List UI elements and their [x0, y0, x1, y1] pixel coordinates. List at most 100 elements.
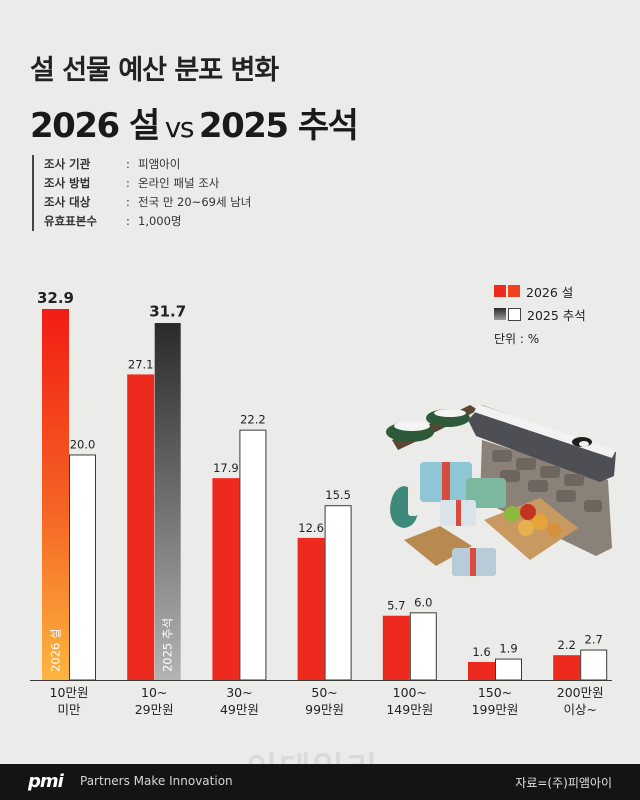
roof-tiles-icon: [468, 405, 616, 482]
inbar-label-2025: 2025 추석: [161, 618, 175, 672]
survey-key: 조사 대상: [44, 195, 91, 209]
survey-row: 조사 방법: 온라인 패널 조사: [44, 174, 251, 193]
category-label: 이상~: [563, 702, 596, 717]
category-label: 100~: [393, 685, 427, 700]
page-subtitle: 2026 설 vs 2025 추석: [30, 98, 359, 147]
snow-icon: [434, 409, 466, 417]
bar-2026: [42, 309, 69, 680]
survey-colon: :: [126, 214, 130, 228]
stone-wall-icon: [480, 440, 612, 556]
bar-2025: [69, 454, 96, 681]
survey-key: 조사 기관: [44, 157, 91, 171]
snow-icon: [394, 421, 430, 431]
gift-ribbon-icon: [456, 500, 461, 526]
category-label: 10만원: [50, 685, 89, 700]
subtitle-right: 2025 추석: [198, 106, 359, 146]
survey-colon: :: [126, 176, 130, 190]
legend-swatch-gray: [494, 308, 506, 320]
value-label-2025: 6.0: [414, 595, 432, 609]
value-label-2026: 27.1: [128, 357, 154, 371]
value-label-2026: 1.6: [472, 645, 490, 659]
bar-2025: [409, 612, 437, 681]
survey-key: 조사 방법: [44, 176, 91, 190]
value-label-2026: 32.9: [37, 289, 74, 307]
bar-2026: [127, 374, 155, 680]
bar-2026: [212, 478, 240, 680]
bar-2025: [580, 649, 608, 681]
bar-2025: [239, 429, 267, 681]
chart-legend: 2026 설 2025 추석: [494, 281, 586, 327]
survey-value: 1,000명: [138, 214, 182, 228]
bar-2025: [495, 658, 522, 681]
survey-row: 유효표본수:1,000명: [44, 212, 251, 231]
subtitle-left: 2026 설: [30, 106, 160, 146]
value-label-2026: 5.7: [387, 599, 405, 613]
tray-icon: [404, 526, 472, 566]
category-label: 30~: [226, 685, 252, 700]
legend-label-2026: 2026 설: [526, 284, 574, 300]
category-label: 미만: [57, 702, 81, 717]
gift-ribbon-icon: [470, 548, 476, 576]
survey-value: 전국 만 20~69세 남녀: [138, 195, 252, 209]
category-label: 29만원: [135, 702, 174, 717]
legend-label-2025: 2025 추석: [527, 307, 586, 323]
wall-stones-icon: [492, 450, 602, 512]
value-label-2025: 22.2: [240, 413, 266, 427]
category-label: 10~: [141, 685, 167, 700]
survey-colon: :: [126, 157, 130, 171]
survey-colon: :: [126, 195, 130, 209]
category-label: 200만원: [557, 685, 604, 700]
value-label-2026: 17.9: [213, 461, 239, 475]
category-label: 150~: [478, 685, 512, 700]
bar-2026: [468, 661, 495, 680]
fruit-icon: [504, 506, 520, 522]
category-label: 199만원: [472, 702, 519, 717]
survey-value: 온라인 패널 조사: [138, 176, 220, 190]
page-title: 설 선물 예산 분포 변화: [30, 55, 279, 86]
footer-bar: pmi Partners Make Innovation 자료=(주)피앰아이: [0, 764, 640, 800]
fruit-icon: [532, 514, 548, 530]
legend-swatch-red: [494, 285, 506, 297]
value-label-2025: 15.5: [325, 488, 351, 502]
legend-item-2026: 2026 설: [494, 281, 586, 301]
unit-label: 단위 : %: [494, 332, 540, 346]
survey-key: 유효표본수: [44, 214, 97, 228]
value-label-2025: 2.7: [585, 633, 603, 647]
bar-2026: [553, 655, 581, 680]
survey-row: 조사 기관: 피앰아이: [44, 155, 251, 174]
fruit-icon: [547, 523, 561, 537]
legend-swatch-white: [508, 307, 521, 321]
legend-item-2025: 2025 추석: [494, 304, 586, 324]
bottle-icon: [408, 486, 418, 516]
legend-swatch-red-dark: [508, 285, 520, 297]
category-label: 50~: [311, 685, 337, 700]
gift-ribbon-icon: [442, 462, 450, 502]
survey-info: 조사 기관: 피앰아이 조사 방법: 온라인 패널 조사 조사 대상: 전국 만 20…: [32, 155, 251, 231]
bar-2026: [297, 537, 325, 680]
pmi-logo: pmi: [28, 771, 64, 792]
category-label: 99만원: [305, 702, 344, 717]
survey-value: 피앰아이: [138, 157, 181, 171]
magpie-belly-icon: [579, 441, 589, 447]
value-label-2026: 2.2: [558, 638, 576, 652]
value-label-2025: 31.7: [149, 303, 186, 321]
value-label-2026: 12.6: [298, 521, 324, 535]
survey-row: 조사 대상: 전국 만 20~69세 남녀: [44, 193, 251, 212]
fruit-icon: [520, 504, 536, 520]
bar-2026: [382, 615, 410, 680]
footer-tagline: Partners Make Innovation: [80, 774, 233, 788]
seollal-gift-illustration-icon: [386, 404, 616, 576]
bar-2025: [324, 505, 352, 681]
bar-2025: [154, 323, 181, 680]
fruit-icon: [518, 520, 534, 536]
footer-source: 자료=(주)피앰아이: [515, 776, 612, 790]
category-label: 49만원: [220, 702, 259, 717]
gift-box-icon: [466, 478, 506, 508]
category-label: 149만원: [386, 702, 433, 717]
inbar-label-2026: 2026 설: [49, 628, 63, 672]
value-label-2025: 20.0: [70, 437, 96, 451]
subtitle-vs: vs: [164, 111, 195, 144]
value-label-2025: 1.9: [499, 642, 517, 656]
